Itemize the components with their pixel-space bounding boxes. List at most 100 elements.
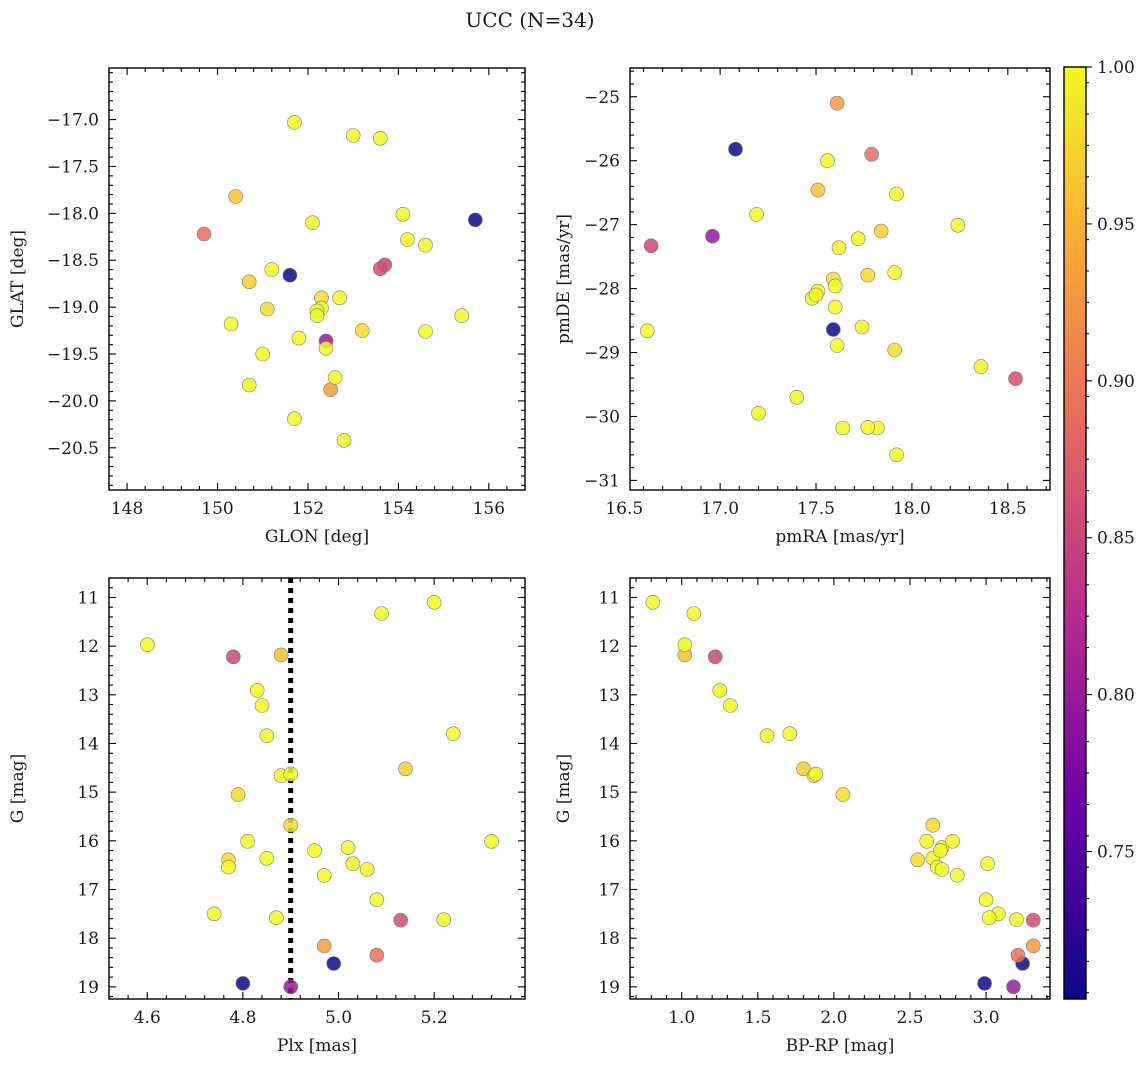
data-point [831,240,847,255]
data-point [945,833,960,849]
data-point [889,447,904,463]
data-point [221,859,236,875]
x-tick-label: 154 [382,499,414,519]
data-point [910,852,925,868]
y-tick-label: −19.5 [47,345,99,365]
data-point [287,115,302,130]
data-point [318,341,334,356]
y-tick-label: −20.5 [47,439,99,459]
data-point [332,290,347,306]
data-point [323,382,338,398]
data-point [860,419,876,435]
data-point [418,237,433,253]
data-point [140,637,155,653]
y-tick-label: −17.0 [47,111,99,131]
data-point [287,411,302,427]
data-point [829,95,845,111]
data-point [728,141,743,157]
data-point [359,862,375,877]
data-point [850,231,866,246]
data-point [418,324,433,339]
data-point [400,232,415,247]
x-tick-label: 3.0 [973,1008,1000,1028]
data-point [759,728,775,744]
data-point [825,322,841,337]
data-point [206,906,222,922]
data-point [254,698,270,713]
data-point [305,215,320,230]
data-point [398,761,413,777]
y-tick-label: 14 [77,734,99,754]
colorbar-tick-label: 0.85 [1097,529,1135,549]
panels: 148 150 152 154 156 −17.0 −17.5 −18.0 −18.5 −19.0… [8,67,1051,1056]
plot-frame [629,67,1051,491]
data-point [374,606,389,621]
y-tick-label: 13 [598,686,620,706]
data-point [707,649,723,665]
data-point [981,910,997,926]
x-tick-label: 18.0 [893,499,931,519]
data-point [327,370,343,385]
x-tick-label: 5.2 [421,1008,448,1028]
data-point [291,330,307,346]
data-point [316,868,332,883]
data-point [436,912,452,928]
data-point [196,226,212,242]
data-point [241,274,257,290]
data-point [639,323,655,339]
data-point [393,912,409,928]
y-axis-label: G [mag] [8,754,28,823]
data-point [645,594,661,610]
colorbar-tick-label: 0.90 [1097,372,1135,392]
data-point [309,308,325,323]
data-point [827,278,843,294]
data-point [283,817,299,833]
x-tick-label: 18.5 [989,499,1027,519]
data-point [782,726,798,742]
y-tick-label: 12 [77,637,99,657]
data-point [354,323,370,338]
data-point [723,698,738,713]
data-point [372,261,388,277]
data-point [241,377,257,393]
data-point [1008,371,1023,387]
x-tick-label: 148 [111,499,143,519]
data-point [973,359,989,374]
data-point [345,856,361,872]
y-tick-label: 12 [598,637,620,657]
x-tick-label: 17.5 [797,499,835,519]
data-point [933,843,948,858]
plot-frame [629,577,1051,1000]
data-point [454,308,470,323]
plot-frame [108,67,526,491]
y-tick-label: 19 [77,978,99,998]
data-point [426,594,442,610]
data-point [873,223,889,239]
y-tick-label: −18.5 [47,251,99,271]
data-point [1009,912,1024,928]
colorbar-tick-label: 0.75 [1097,843,1135,863]
data-point [864,147,879,162]
x-tick-label: 150 [201,499,233,519]
data-point [273,647,289,663]
y-tick-label: −19.0 [47,298,99,318]
data-point [677,637,693,653]
data-point [340,840,356,855]
data-point [249,683,265,698]
colorbar: 0.75 0.80 0.85 0.90 0.95 1.00 [1063,58,1135,1000]
x-tick-label: 17.0 [701,499,739,519]
data-point [950,218,966,233]
y-tick-label: −30 [584,407,620,427]
data-point [949,868,965,883]
y-tick-label: 14 [598,734,620,754]
y-tick-label: 11 [77,588,99,608]
panel-glon-glat: 148 150 152 154 156 −17.0 −17.5 −18.0 −18.5 −19.0… [8,67,526,547]
x-axis-label: BP-RP [mag] [786,1036,895,1056]
y-axis-label: pmDE [mas/yr] [554,214,574,344]
data-point [369,947,385,963]
data-point [977,976,992,991]
data-point [789,389,805,405]
panel-pmra-pmde: 16.5 17.0 17.5 18.0 18.5 −25 −26 −27 −28 −29 −30 −3… [554,67,1051,547]
data-point [749,207,764,222]
data-point [810,182,826,198]
